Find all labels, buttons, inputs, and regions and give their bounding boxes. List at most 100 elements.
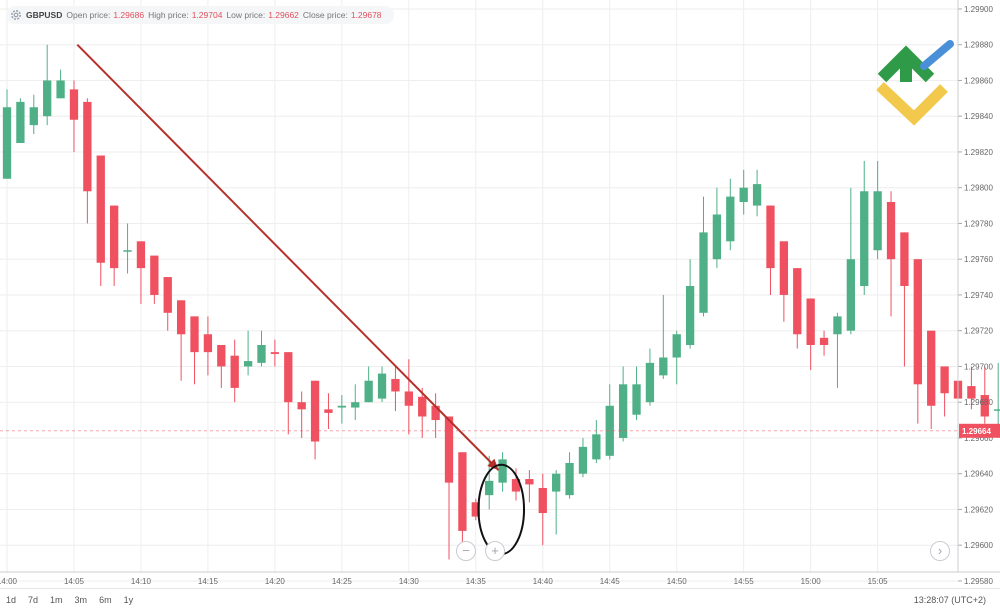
trend-arrow-head bbox=[487, 458, 499, 471]
candle bbox=[203, 316, 213, 376]
candle-body bbox=[766, 205, 775, 269]
candle bbox=[726, 178, 735, 251]
x-tick-label: 14:10 bbox=[131, 577, 152, 586]
period-1m[interactable]: 1m bbox=[50, 595, 63, 605]
candle bbox=[659, 294, 668, 379]
candle-body bbox=[83, 101, 92, 192]
candle bbox=[297, 391, 306, 438]
candle bbox=[16, 98, 25, 143]
candle-body bbox=[190, 316, 199, 353]
zoom-out-button[interactable]: − bbox=[456, 541, 476, 561]
candle-body bbox=[16, 101, 25, 143]
y-tick-label: 1.29660 bbox=[964, 434, 993, 443]
candle-body bbox=[632, 384, 641, 415]
candle-body bbox=[418, 396, 427, 417]
candle bbox=[846, 187, 855, 335]
candle bbox=[685, 259, 695, 349]
period-3m[interactable]: 3m bbox=[74, 595, 88, 605]
period-6m[interactable]: 6m bbox=[99, 595, 112, 605]
period-7d[interactable]: 7d bbox=[28, 595, 39, 605]
candle-body bbox=[337, 405, 347, 408]
candle bbox=[618, 366, 628, 442]
candle bbox=[270, 339, 280, 367]
candle-body bbox=[377, 373, 387, 399]
candle bbox=[458, 452, 467, 555]
candle-body bbox=[913, 259, 922, 385]
period-1y[interactable]: 1y bbox=[123, 595, 134, 605]
high-value: 1.29704 bbox=[191, 10, 223, 20]
y-tick-label: 1.29880 bbox=[964, 41, 993, 50]
x-tick-label: 14:35 bbox=[466, 577, 487, 586]
bottom-toolbar: 1d 7d 1m 3m 6m 1y 13:28:07 (UTC+2) bbox=[0, 588, 1000, 611]
candle-body bbox=[699, 232, 708, 313]
candle-body bbox=[618, 384, 628, 438]
candle-body bbox=[578, 446, 588, 474]
x-tick-label: 14:05 bbox=[64, 577, 85, 586]
candle bbox=[404, 359, 413, 435]
candle bbox=[525, 470, 534, 503]
candle-body bbox=[2, 107, 12, 179]
candle-body bbox=[29, 107, 38, 126]
candle bbox=[927, 330, 936, 429]
candle-body bbox=[565, 462, 574, 496]
candle bbox=[163, 277, 172, 331]
candle-body bbox=[217, 344, 226, 367]
candle bbox=[110, 205, 119, 286]
current-price-tag bbox=[959, 423, 1000, 438]
gear-icon[interactable] bbox=[10, 9, 22, 21]
y-tick-label: 1.29760 bbox=[964, 255, 993, 264]
candle-body bbox=[284, 352, 293, 403]
candle bbox=[860, 160, 869, 295]
candle bbox=[819, 330, 829, 356]
zoom-in-button[interactable]: + bbox=[485, 541, 505, 561]
y-tick-label: 1.29580 bbox=[964, 577, 993, 586]
candle bbox=[123, 223, 132, 274]
low-label: Low price: bbox=[226, 10, 266, 20]
candle bbox=[967, 366, 976, 410]
candle-body bbox=[994, 409, 1000, 411]
candle-body bbox=[123, 250, 132, 252]
candle bbox=[364, 366, 373, 403]
candle bbox=[699, 196, 708, 317]
period-1d[interactable]: 1d bbox=[6, 595, 17, 605]
candle-body bbox=[900, 232, 909, 286]
candle-body bbox=[69, 89, 79, 120]
candle bbox=[592, 420, 601, 463]
candle bbox=[310, 380, 320, 460]
candle bbox=[565, 452, 574, 499]
trend-arrow-line bbox=[76, 43, 500, 471]
y-tick-label: 1.29740 bbox=[964, 291, 993, 300]
candle-body bbox=[659, 357, 668, 376]
period-selector: 1d 7d 1m 3m 6m 1y bbox=[6, 595, 145, 605]
candle-body bbox=[793, 268, 802, 335]
candle-body bbox=[819, 337, 829, 345]
y-tick-label: 1.29840 bbox=[964, 112, 993, 121]
candle-body bbox=[846, 259, 855, 331]
candle-body bbox=[940, 366, 949, 394]
candle bbox=[552, 470, 561, 535]
high-label: High price: bbox=[148, 10, 189, 20]
candle bbox=[605, 384, 614, 460]
candle-body bbox=[552, 473, 561, 492]
candle bbox=[243, 330, 253, 376]
candle bbox=[886, 191, 896, 317]
candle bbox=[498, 452, 507, 492]
candle-body bbox=[150, 255, 159, 295]
candle-body bbox=[176, 300, 186, 335]
candle-body bbox=[712, 214, 722, 260]
candle-body bbox=[243, 361, 253, 367]
candle-body bbox=[404, 391, 413, 406]
candlestick-chart[interactable]: 1.29900 1.29880 1.29860 1.29840 1.29820 1.298… bbox=[0, 0, 1000, 588]
y-tick-label: 1.29600 bbox=[964, 541, 993, 550]
candle-body bbox=[980, 395, 989, 417]
candle-body bbox=[136, 241, 146, 269]
scroll-next-button[interactable]: › bbox=[930, 541, 950, 561]
candle bbox=[806, 298, 815, 371]
candle-body bbox=[444, 416, 454, 483]
candle-body bbox=[163, 277, 172, 313]
candle-body bbox=[752, 184, 762, 206]
candle-body bbox=[886, 201, 896, 260]
candle bbox=[391, 366, 400, 412]
candle bbox=[230, 339, 239, 403]
candles bbox=[2, 44, 1000, 560]
